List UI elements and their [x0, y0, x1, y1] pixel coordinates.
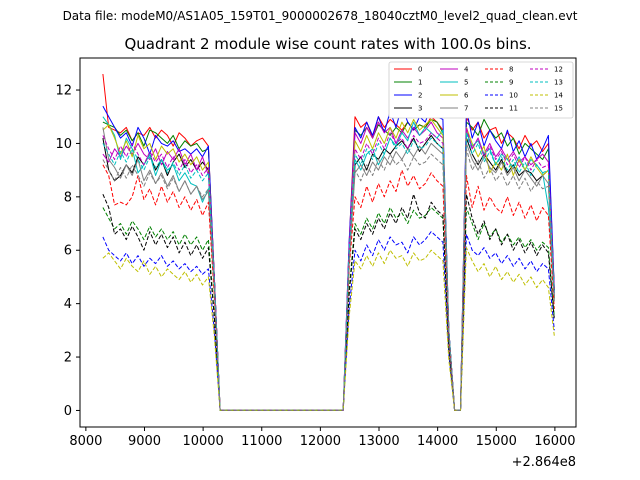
axes-background — [80, 58, 576, 427]
series-line-14 — [102, 247, 555, 411]
y-tick-label-12: 12 — [55, 84, 72, 99]
supertitle: Data file: modeM0/AS1A05_159T01_90000026… — [63, 9, 578, 23]
y-tick-label-10: 10 — [55, 137, 72, 152]
x-tick-label-13000: 13000 — [358, 434, 399, 449]
legend-label-7: 7 — [464, 105, 468, 113]
axes-frame — [79, 57, 577, 428]
legend-label-8: 8 — [509, 66, 513, 74]
x-tick-label-15000: 15000 — [476, 434, 517, 449]
y-axis: 0 2 4 6 8 10 12 — [55, 84, 80, 419]
x-axis: 8000 9000 10000 11000 12000 13000 14000 15000 16… — [69, 427, 576, 449]
y-tick-label-8: 8 — [64, 190, 72, 205]
y-tick-label-6: 6 — [64, 244, 72, 259]
x-tick-label-10000: 10000 — [182, 434, 223, 449]
x-tick-label-9000: 9000 — [128, 434, 161, 449]
legend-label-0: 0 — [418, 66, 422, 74]
chart-title: Quadrant 2 module wise count rates with … — [124, 35, 531, 53]
x-tick-label-16000: 16000 — [534, 434, 575, 449]
series-line-15 — [102, 148, 555, 411]
legend-label-13: 13 — [554, 79, 563, 87]
legend-label-4: 4 — [464, 66, 469, 74]
series-line-12 — [102, 126, 555, 411]
y-tick-label-0: 0 — [64, 404, 72, 419]
legend-label-1: 1 — [418, 79, 422, 87]
plot-area: 8000 9000 10000 11000 12000 13000 14000 15000 16… — [55, 57, 577, 470]
legend-label-10: 10 — [509, 92, 518, 100]
legend-label-15: 15 — [554, 105, 563, 113]
x-tick-label-14000: 14000 — [417, 434, 458, 449]
legend-label-5: 5 — [464, 79, 468, 87]
legend-label-6: 6 — [464, 92, 469, 100]
x-tick-label-12000: 12000 — [300, 434, 341, 449]
legend-label-9: 9 — [509, 79, 513, 87]
legend-label-12: 12 — [554, 66, 563, 74]
y-tick-label-2: 2 — [64, 351, 72, 366]
legend-frame — [388, 61, 574, 119]
x-tick-label-8000: 8000 — [69, 434, 102, 449]
x-offset-label: +2.864e8 — [512, 455, 576, 470]
legend-label-2: 2 — [418, 92, 422, 100]
legend-label-11: 11 — [509, 105, 518, 113]
y-tick-label-4: 4 — [64, 297, 72, 312]
legend-label-3: 3 — [418, 105, 422, 113]
x-tick-label-11000: 11000 — [241, 434, 282, 449]
series-layer — [102, 73, 555, 411]
legend-label-14: 14 — [554, 92, 563, 100]
